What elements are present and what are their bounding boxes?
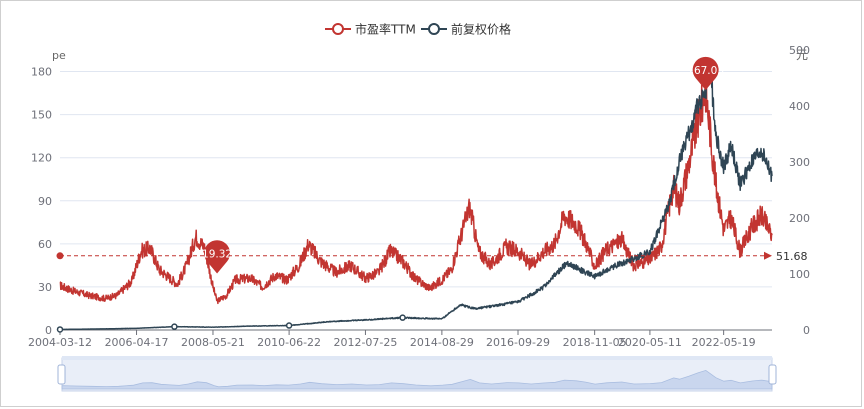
left-axis-tick-label: 120	[31, 152, 52, 165]
min-marker-pin	[204, 240, 231, 274]
average-value-label: 51.68	[776, 250, 808, 263]
slider-handle-left[interactable]	[57, 364, 66, 385]
series-line-pe	[59, 76, 773, 305]
left-axis-tick-label: 60	[38, 238, 52, 251]
left-axis-tick-label: 90	[38, 195, 52, 208]
price-point	[56, 326, 64, 333]
x-axis-tick-label: 2008-05-21	[181, 336, 245, 349]
right-axis-unit: 元	[796, 48, 808, 62]
left-axis-tick-label: 180	[31, 66, 52, 79]
legend-price-label: 前复权价格	[451, 22, 511, 37]
marker-layer: 51.68 167.03 19.32	[56, 56, 808, 274]
grid	[60, 71, 772, 331]
legend-item-pe[interactable]: 市盈率TTM	[325, 22, 416, 37]
price-point	[285, 322, 293, 329]
price-point	[171, 323, 178, 330]
x-axis-tick-label: 2022-05-19	[692, 336, 756, 349]
right-axis-tick-label: 200	[789, 212, 810, 225]
right-axis-tick-label: 100	[789, 268, 810, 281]
legend-pe-label: 市盈率TTM	[355, 22, 416, 37]
slider-preview-area	[61, 369, 773, 390]
x-axis-tick-label: 2004-03-12	[28, 336, 92, 349]
right-axis: 0 100 200 300 400 500	[789, 44, 810, 337]
slider-handle-right[interactable]	[768, 364, 777, 385]
average-line-start	[56, 252, 64, 260]
right-axis-tick-label: 300	[789, 156, 810, 169]
left-axis-tick-label: 30	[38, 281, 52, 294]
x-axis-tick-label: 2020-05-11	[618, 336, 682, 349]
max-marker-pin	[692, 56, 719, 91]
slider-top-drag-bar[interactable]	[62, 356, 772, 360]
right-axis-tick-label: 0	[803, 324, 810, 337]
x-axis-tick-label: 2006-04-17	[105, 336, 169, 349]
left-axis: 0 30 60 90 120 150 180	[31, 66, 52, 337]
series-line-price	[59, 58, 773, 331]
x-axis-tick-label: 2014-08-29	[410, 336, 474, 349]
left-axis-unit: pe	[52, 49, 66, 62]
legend-price-icon	[428, 23, 440, 35]
x-axis-tick-label: 2010-06-22	[257, 336, 321, 349]
x-axis-tick-label: 2018-11-05	[563, 336, 627, 349]
data-zoom-slider[interactable]	[57, 356, 777, 392]
max-marker-label: 167.03	[687, 65, 724, 77]
average-line-arrow	[764, 251, 772, 260]
left-axis-tick-label: 0	[45, 324, 52, 337]
x-axis-tick-label: 2016-09-29	[486, 336, 550, 349]
left-axis-tick-label: 150	[31, 109, 52, 122]
right-axis-tick-label: 400	[789, 100, 810, 113]
series-layer	[56, 58, 773, 333]
legend-item-price[interactable]: 前复权价格	[421, 22, 511, 37]
x-axis-tick-label: 2012-07-25	[333, 336, 397, 349]
min-marker-label: 19.32	[202, 249, 232, 261]
right-axis-tick-label: 500	[789, 44, 810, 57]
legend-pe-icon	[332, 23, 344, 35]
price-point	[399, 314, 406, 321]
x-axis: 2004-03-12 2006-04-17 2008-05-21 2010-06-22…	[28, 330, 756, 349]
legend[interactable]: 市盈率TTM 前复权价格	[325, 22, 511, 37]
